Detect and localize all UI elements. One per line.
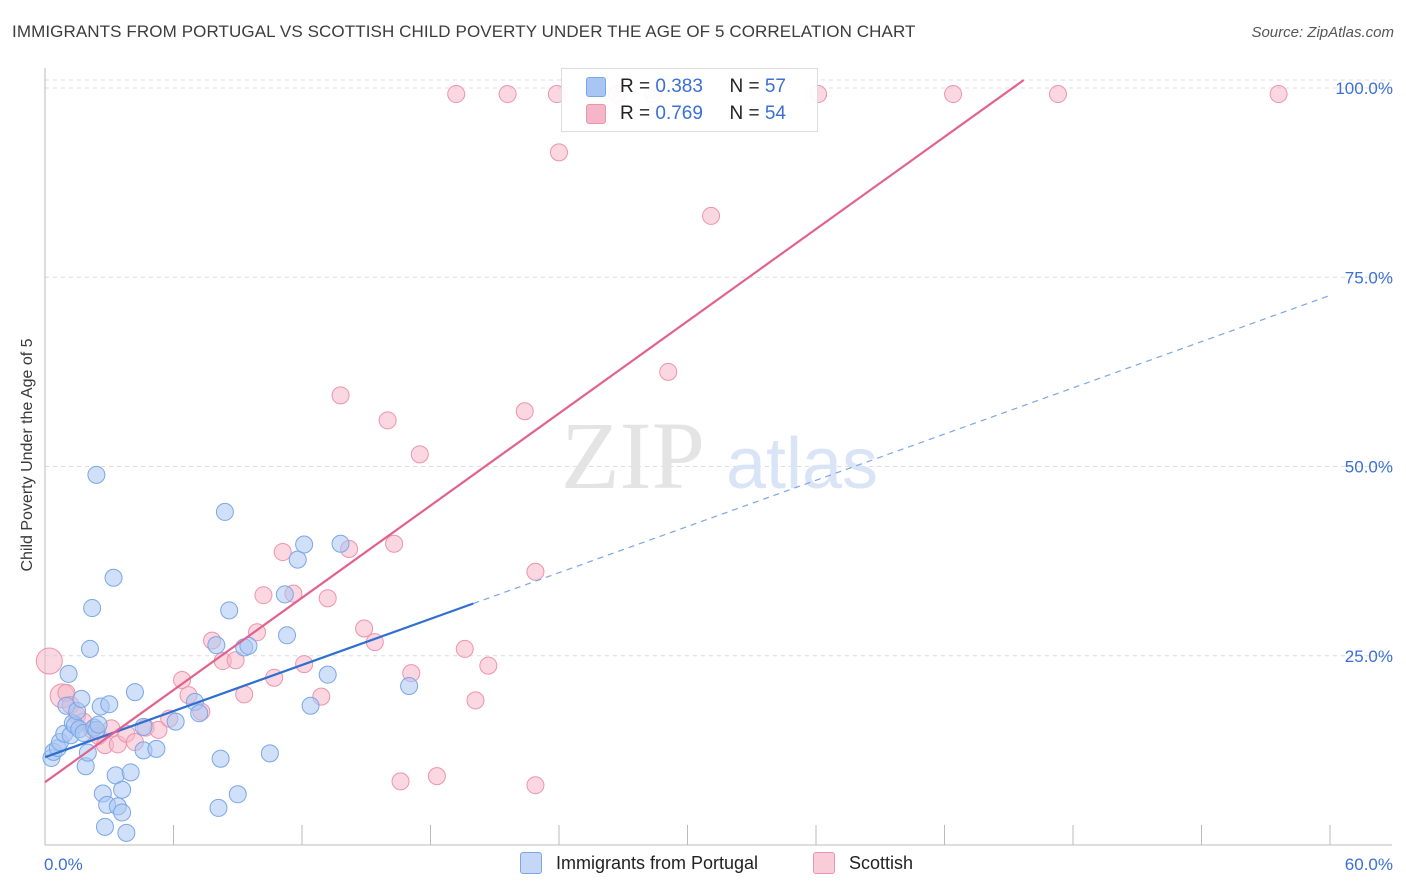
data-point <box>391 772 410 791</box>
legend-swatch-scottish <box>586 104 606 124</box>
data-point <box>89 715 108 734</box>
data-point <box>95 817 114 836</box>
data-point <box>35 647 63 675</box>
data-point <box>466 691 485 710</box>
data-point <box>944 85 963 104</box>
data-point <box>104 568 123 587</box>
data-point <box>447 85 466 104</box>
data-point <box>515 402 534 421</box>
watermark: ZIP atlas <box>561 402 878 509</box>
data-point <box>226 651 245 670</box>
data-point <box>659 362 678 381</box>
legend-r-label: R = <box>620 103 656 124</box>
watermark-zip: ZIP <box>561 402 705 509</box>
grid-lines <box>45 79 1392 657</box>
data-point <box>385 534 404 553</box>
data-point <box>228 785 247 804</box>
data-point <box>410 445 429 464</box>
data-point <box>278 626 297 645</box>
source-label: Source: ZipAtlas.com <box>1251 24 1394 41</box>
data-point <box>166 712 185 731</box>
data-point <box>288 550 307 569</box>
data-point <box>273 543 292 562</box>
legend-r-label: R = <box>620 76 656 97</box>
legend-swatch-portugal <box>520 852 542 874</box>
legend-n-label: N = <box>729 103 765 124</box>
y-tick-label: 75.0% <box>1345 268 1393 287</box>
legend-item-portugal[interactable]: Immigrants from Portugal <box>520 852 758 874</box>
data-point <box>498 85 517 104</box>
data-point <box>117 823 136 842</box>
data-point <box>526 562 545 581</box>
data-point <box>318 589 337 608</box>
x-tick-label: 0.0% <box>44 855 83 874</box>
data-point <box>83 599 102 618</box>
data-point <box>87 465 106 484</box>
x-tick-label: 60.0% <box>1345 855 1393 874</box>
data-point <box>220 601 239 620</box>
chart-title: IMMIGRANTS FROM PORTUGAL VS SCOTTISH CHI… <box>12 22 916 41</box>
axes <box>44 68 1392 846</box>
legend-label-portugal: Immigrants from Portugal <box>556 852 759 873</box>
data-point <box>331 534 350 553</box>
data-point <box>702 206 721 225</box>
correlation-legend: R = 0.383 N = 57 R = 0.769 N = 54 <box>561 68 818 132</box>
data-point <box>275 585 294 604</box>
legend-r-value: 0.383 <box>655 76 703 97</box>
data-point <box>355 619 374 638</box>
data-point <box>72 689 91 708</box>
data-point <box>479 656 498 675</box>
data-point <box>125 683 144 702</box>
watermark-atlas: atlas <box>726 424 878 504</box>
data-point <box>1269 85 1288 104</box>
data-point <box>295 535 314 554</box>
data-point <box>147 739 166 758</box>
data-point <box>113 803 132 822</box>
y-tick-label: 50.0% <box>1345 458 1393 477</box>
data-point <box>209 798 228 817</box>
data-point <box>254 586 273 605</box>
tick-labels: 25.0% 50.0% 75.0% 100.0% 0.0% 60.0% <box>44 79 1393 874</box>
legend-swatch-scottish <box>813 852 835 874</box>
data-point <box>80 639 99 658</box>
trend-lines <box>44 79 1331 784</box>
data-point <box>173 670 192 689</box>
data-point <box>207 636 226 655</box>
data-point <box>400 677 419 696</box>
data-point <box>526 776 545 795</box>
data-point <box>427 767 446 786</box>
y-tick-label: 100.0% <box>1335 79 1393 98</box>
series-legend: Immigrants from Portugal Scottish <box>0 852 1406 878</box>
data-point <box>455 639 474 658</box>
data-point <box>260 744 279 763</box>
data-point <box>113 780 132 799</box>
legend-n-value: 54 <box>764 103 786 124</box>
data-point <box>100 695 119 714</box>
y-tick-label: 25.0% <box>1345 647 1393 666</box>
data-point <box>1049 85 1068 104</box>
legend-label-scottish: Scottish <box>849 852 914 873</box>
data-point <box>318 665 337 684</box>
data-point <box>121 763 140 782</box>
data-point <box>331 386 350 405</box>
legend-n-label: N = <box>729 76 765 97</box>
portugal-trend-extension <box>473 294 1331 605</box>
data-point <box>378 411 397 430</box>
data-point <box>550 143 568 162</box>
data-point <box>190 704 209 723</box>
data-point <box>211 749 230 768</box>
legend-item-scottish[interactable]: Scottish <box>813 852 913 874</box>
portugal-points <box>42 465 419 842</box>
legend-r-value: 0.769 <box>655 103 703 124</box>
data-point <box>215 502 234 521</box>
data-point <box>59 664 78 683</box>
legend-n-value: 57 <box>764 76 786 97</box>
data-point <box>301 696 320 715</box>
legend-swatch-portugal <box>586 77 606 97</box>
scottish-trend-line <box>44 79 1025 784</box>
